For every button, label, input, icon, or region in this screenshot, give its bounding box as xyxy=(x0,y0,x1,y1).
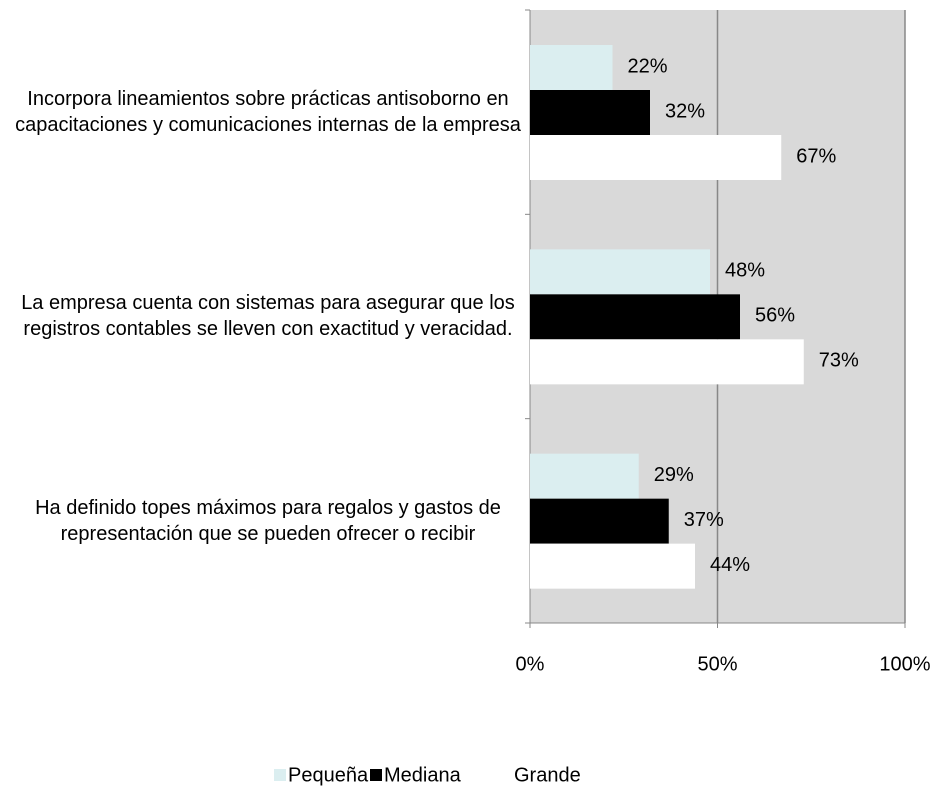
category-label: Incorpora lineamientos sobre prácticas a… xyxy=(15,88,521,136)
category-label: La empresa cuenta con sistemas para aseg… xyxy=(21,292,515,341)
x-tick-label: 100% xyxy=(879,653,930,675)
bar xyxy=(530,543,695,589)
data-label: 44% xyxy=(710,554,750,576)
bar xyxy=(530,498,669,544)
bar xyxy=(530,90,650,135)
legend-label: Grande xyxy=(514,764,581,786)
data-label: 29% xyxy=(654,464,694,486)
data-label: 56% xyxy=(755,305,795,327)
bar xyxy=(530,249,710,295)
legend-label: Pequeña xyxy=(288,764,369,786)
data-label: 48% xyxy=(725,260,765,282)
data-label: 37% xyxy=(684,509,724,531)
bar xyxy=(530,135,782,180)
bar xyxy=(530,45,613,90)
legend-label: Mediana xyxy=(384,764,462,786)
bar xyxy=(530,339,804,385)
data-label: 22% xyxy=(628,55,668,77)
data-label: 67% xyxy=(796,145,836,167)
x-tick-label: 50% xyxy=(697,653,737,675)
category-label: Ha definido topes máximos para regalos y… xyxy=(35,496,501,545)
legend-swatch xyxy=(500,769,512,781)
bar xyxy=(530,294,740,340)
legend-swatch xyxy=(274,769,286,781)
legend-swatch xyxy=(370,769,382,781)
data-label: 73% xyxy=(819,350,859,372)
data-label: 32% xyxy=(665,100,705,122)
bar xyxy=(530,453,639,499)
x-tick-label: 0% xyxy=(516,653,545,675)
